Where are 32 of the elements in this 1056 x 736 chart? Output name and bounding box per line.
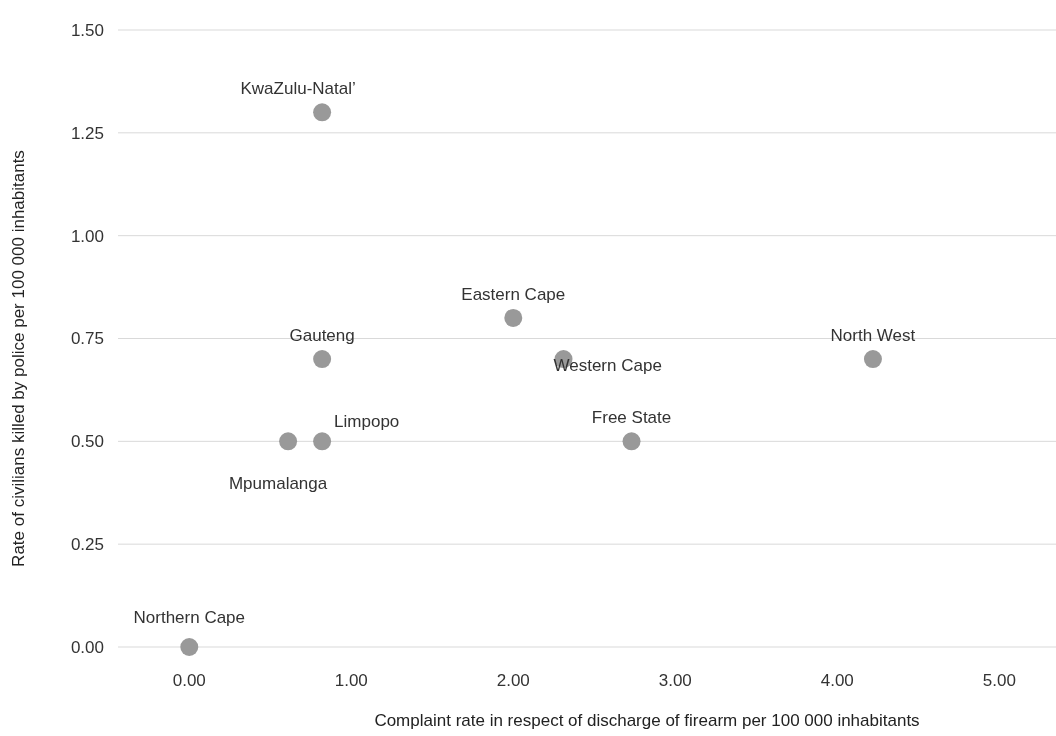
annotation: Gauteng (289, 326, 355, 346)
x-tick-label: 1.00 (334, 671, 368, 690)
y-tick-label: 1.25 (70, 123, 104, 143)
x-tick-label: 4.00 (820, 671, 854, 690)
point (279, 432, 298, 451)
point (180, 638, 199, 656)
annotation: KwaZulu-Natal’ (240, 79, 356, 99)
y-tick-label: 0.75 (70, 329, 104, 349)
y-tick-label: 0.50 (70, 432, 104, 452)
annotation: North West (830, 326, 916, 346)
point (504, 308, 523, 327)
y-tick-label: 1.50 (70, 20, 104, 40)
annotation: Eastern Cape (461, 284, 566, 304)
point (313, 432, 332, 451)
y-axis-title: Rate of civilians killed by police per 100 000 inhabitants (9, 150, 28, 567)
y-tick-label: 0.25 (70, 535, 104, 555)
annotation: Northern Cape (133, 607, 246, 627)
x-tick-label: 3.00 (658, 671, 692, 690)
annotation: Limpopo (334, 412, 400, 432)
y-tick-label: 1.00 (70, 226, 104, 246)
x-tick-label: 5.00 (982, 671, 1016, 690)
x-axis-title: Complaint rate in respect of discharge of firearm per 100 000 inhabitants (374, 711, 920, 730)
x-tick-label: 0.00 (172, 671, 206, 690)
point (313, 103, 332, 122)
annotation: Mpumalanga (228, 474, 328, 494)
point (863, 350, 882, 369)
annotation: Free State (591, 408, 672, 428)
y-tick-label: 0.00 (70, 637, 104, 657)
x-tick-label: 2.00 (496, 671, 530, 690)
annotation: Western Cape (553, 356, 662, 376)
point (313, 350, 332, 369)
point (622, 432, 641, 451)
